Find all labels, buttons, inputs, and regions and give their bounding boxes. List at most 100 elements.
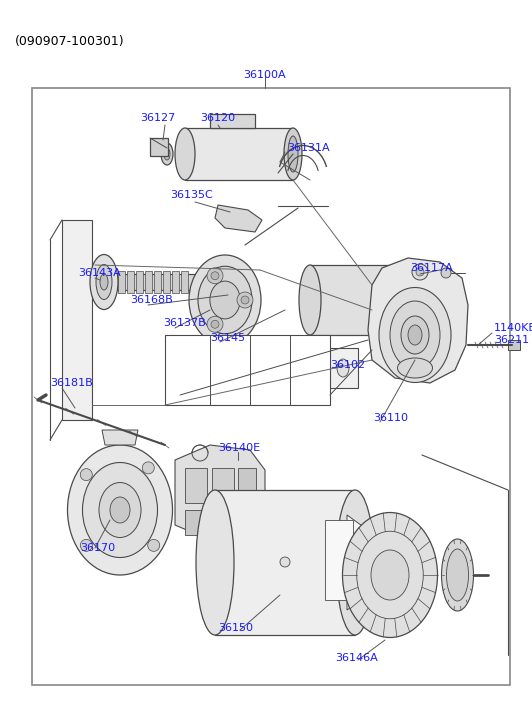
Bar xyxy=(427,294,431,306)
Text: 36127: 36127 xyxy=(140,113,176,123)
Polygon shape xyxy=(368,258,468,383)
Ellipse shape xyxy=(175,128,195,180)
Circle shape xyxy=(148,539,160,551)
Ellipse shape xyxy=(96,265,112,300)
Text: 36120: 36120 xyxy=(201,113,236,123)
Ellipse shape xyxy=(82,462,157,558)
Circle shape xyxy=(142,462,154,474)
Circle shape xyxy=(207,268,223,284)
Ellipse shape xyxy=(390,301,440,369)
Text: 36150: 36150 xyxy=(218,623,253,633)
Bar xyxy=(445,294,449,306)
Circle shape xyxy=(211,272,219,280)
Bar xyxy=(433,294,437,306)
Text: 36135C: 36135C xyxy=(170,190,213,200)
Bar xyxy=(508,340,520,350)
Circle shape xyxy=(80,469,92,481)
Polygon shape xyxy=(102,430,138,445)
Bar xyxy=(154,271,161,293)
Bar xyxy=(185,510,207,535)
Text: 36102: 36102 xyxy=(330,360,365,370)
Circle shape xyxy=(416,268,424,276)
Bar xyxy=(163,271,170,293)
Bar xyxy=(310,265,400,335)
Ellipse shape xyxy=(337,359,349,377)
Ellipse shape xyxy=(189,255,261,345)
Bar xyxy=(238,468,256,498)
Text: 36140E: 36140E xyxy=(218,443,260,453)
Ellipse shape xyxy=(446,549,469,601)
Text: 36110: 36110 xyxy=(373,413,408,423)
Ellipse shape xyxy=(299,265,321,335)
Text: 36143A: 36143A xyxy=(78,268,121,278)
Ellipse shape xyxy=(223,269,237,295)
Ellipse shape xyxy=(284,128,302,180)
Bar xyxy=(181,271,188,293)
Circle shape xyxy=(237,292,253,308)
Ellipse shape xyxy=(371,550,409,600)
Bar xyxy=(409,294,413,306)
Text: 1140KE: 1140KE xyxy=(494,323,532,333)
Bar xyxy=(145,271,152,293)
Ellipse shape xyxy=(219,263,241,301)
Ellipse shape xyxy=(390,265,410,335)
Ellipse shape xyxy=(100,274,108,290)
Bar xyxy=(210,114,255,128)
Bar xyxy=(185,468,207,503)
Bar xyxy=(185,128,293,180)
Bar xyxy=(100,271,107,293)
Text: 36170: 36170 xyxy=(80,543,115,553)
Text: 36146A: 36146A xyxy=(335,653,378,663)
Bar xyxy=(415,294,419,306)
Bar xyxy=(118,271,125,293)
Ellipse shape xyxy=(161,143,173,165)
Ellipse shape xyxy=(99,483,141,537)
Text: 36168B: 36168B xyxy=(130,295,173,305)
Ellipse shape xyxy=(196,490,234,635)
Circle shape xyxy=(211,321,219,329)
Polygon shape xyxy=(62,220,92,420)
Text: 36117A: 36117A xyxy=(410,263,453,273)
Ellipse shape xyxy=(210,281,240,319)
Text: 36131A: 36131A xyxy=(287,143,330,153)
Bar xyxy=(215,490,355,635)
Bar xyxy=(32,88,510,685)
Bar xyxy=(109,271,116,293)
Ellipse shape xyxy=(110,497,130,523)
Bar xyxy=(136,271,143,293)
Text: (090907-100301): (090907-100301) xyxy=(15,35,124,48)
Text: 36181B: 36181B xyxy=(50,378,93,388)
Bar xyxy=(165,335,330,405)
Bar xyxy=(328,348,358,388)
Ellipse shape xyxy=(198,266,252,334)
Ellipse shape xyxy=(90,254,118,310)
Ellipse shape xyxy=(379,287,451,382)
Circle shape xyxy=(441,268,451,278)
Polygon shape xyxy=(215,205,262,232)
Circle shape xyxy=(412,264,428,280)
Circle shape xyxy=(80,539,92,551)
Bar xyxy=(172,271,179,293)
Bar xyxy=(92,274,230,290)
Bar xyxy=(150,138,168,156)
Text: 36145: 36145 xyxy=(210,333,245,343)
Circle shape xyxy=(207,316,223,332)
Circle shape xyxy=(280,557,290,567)
Bar xyxy=(212,468,234,503)
Ellipse shape xyxy=(401,316,429,354)
Ellipse shape xyxy=(288,136,298,172)
Text: 36137B: 36137B xyxy=(163,318,206,328)
Ellipse shape xyxy=(164,148,170,160)
Text: 36211: 36211 xyxy=(494,335,529,345)
Text: 36100A: 36100A xyxy=(244,70,286,80)
Bar xyxy=(212,510,234,535)
Ellipse shape xyxy=(408,325,422,345)
Bar xyxy=(325,520,353,600)
Ellipse shape xyxy=(442,539,473,611)
Circle shape xyxy=(241,296,249,304)
Bar xyxy=(127,271,134,293)
Ellipse shape xyxy=(336,490,374,635)
Ellipse shape xyxy=(68,445,172,575)
Ellipse shape xyxy=(397,358,433,378)
Bar xyxy=(421,294,425,306)
